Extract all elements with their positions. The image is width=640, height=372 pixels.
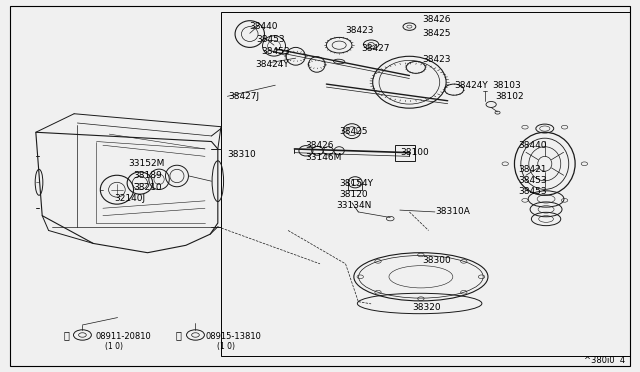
- Text: Ⓝ: Ⓝ: [63, 330, 69, 340]
- Text: 38320: 38320: [413, 303, 441, 312]
- Text: 38300: 38300: [422, 256, 451, 264]
- Text: 38310A: 38310A: [435, 208, 470, 217]
- Text: 38189: 38189: [133, 171, 162, 180]
- Text: 38453: 38453: [518, 176, 547, 185]
- Text: Ⓝ: Ⓝ: [175, 330, 181, 340]
- Text: 38423: 38423: [422, 55, 451, 64]
- Text: 38310: 38310: [227, 150, 256, 159]
- Bar: [221, 12, 630, 356]
- Text: 33146M: 33146M: [305, 153, 342, 162]
- Text: 38427: 38427: [362, 44, 390, 52]
- Text: 38424Y: 38424Y: [255, 60, 289, 69]
- Text: 38453: 38453: [261, 47, 290, 56]
- Text: 38102: 38102: [495, 92, 524, 101]
- Text: 38103: 38103: [492, 81, 521, 90]
- Text: 38440: 38440: [518, 141, 547, 151]
- Text: 38424Y: 38424Y: [454, 81, 488, 90]
- Text: 33152M: 33152M: [129, 159, 164, 168]
- Text: 38453: 38453: [518, 187, 547, 196]
- Text: 33134N: 33134N: [336, 201, 371, 210]
- Bar: [396, 145, 415, 161]
- Text: ^380i0  4: ^380i0 4: [584, 356, 625, 365]
- Text: 38154Y: 38154Y: [339, 179, 373, 187]
- Text: (1 0): (1 0): [216, 341, 234, 350]
- Text: 08911-20810: 08911-20810: [95, 331, 151, 341]
- Text: 08915-13810: 08915-13810: [205, 331, 261, 341]
- Text: 38423: 38423: [346, 26, 374, 35]
- Text: 38440: 38440: [250, 22, 278, 31]
- Text: 38210: 38210: [133, 183, 161, 192]
- Text: 38426: 38426: [422, 15, 451, 24]
- Text: 38453: 38453: [256, 35, 285, 44]
- Text: 38421: 38421: [518, 165, 547, 174]
- Text: 38100: 38100: [400, 148, 429, 157]
- Text: 38425: 38425: [422, 29, 451, 38]
- Text: 38120: 38120: [339, 190, 368, 199]
- Text: 32140J: 32140J: [115, 195, 145, 203]
- Text: 38425: 38425: [339, 126, 367, 136]
- Text: (1 0): (1 0): [105, 341, 123, 350]
- Text: 38426: 38426: [305, 141, 334, 151]
- Text: 38427J: 38427J: [228, 92, 259, 101]
